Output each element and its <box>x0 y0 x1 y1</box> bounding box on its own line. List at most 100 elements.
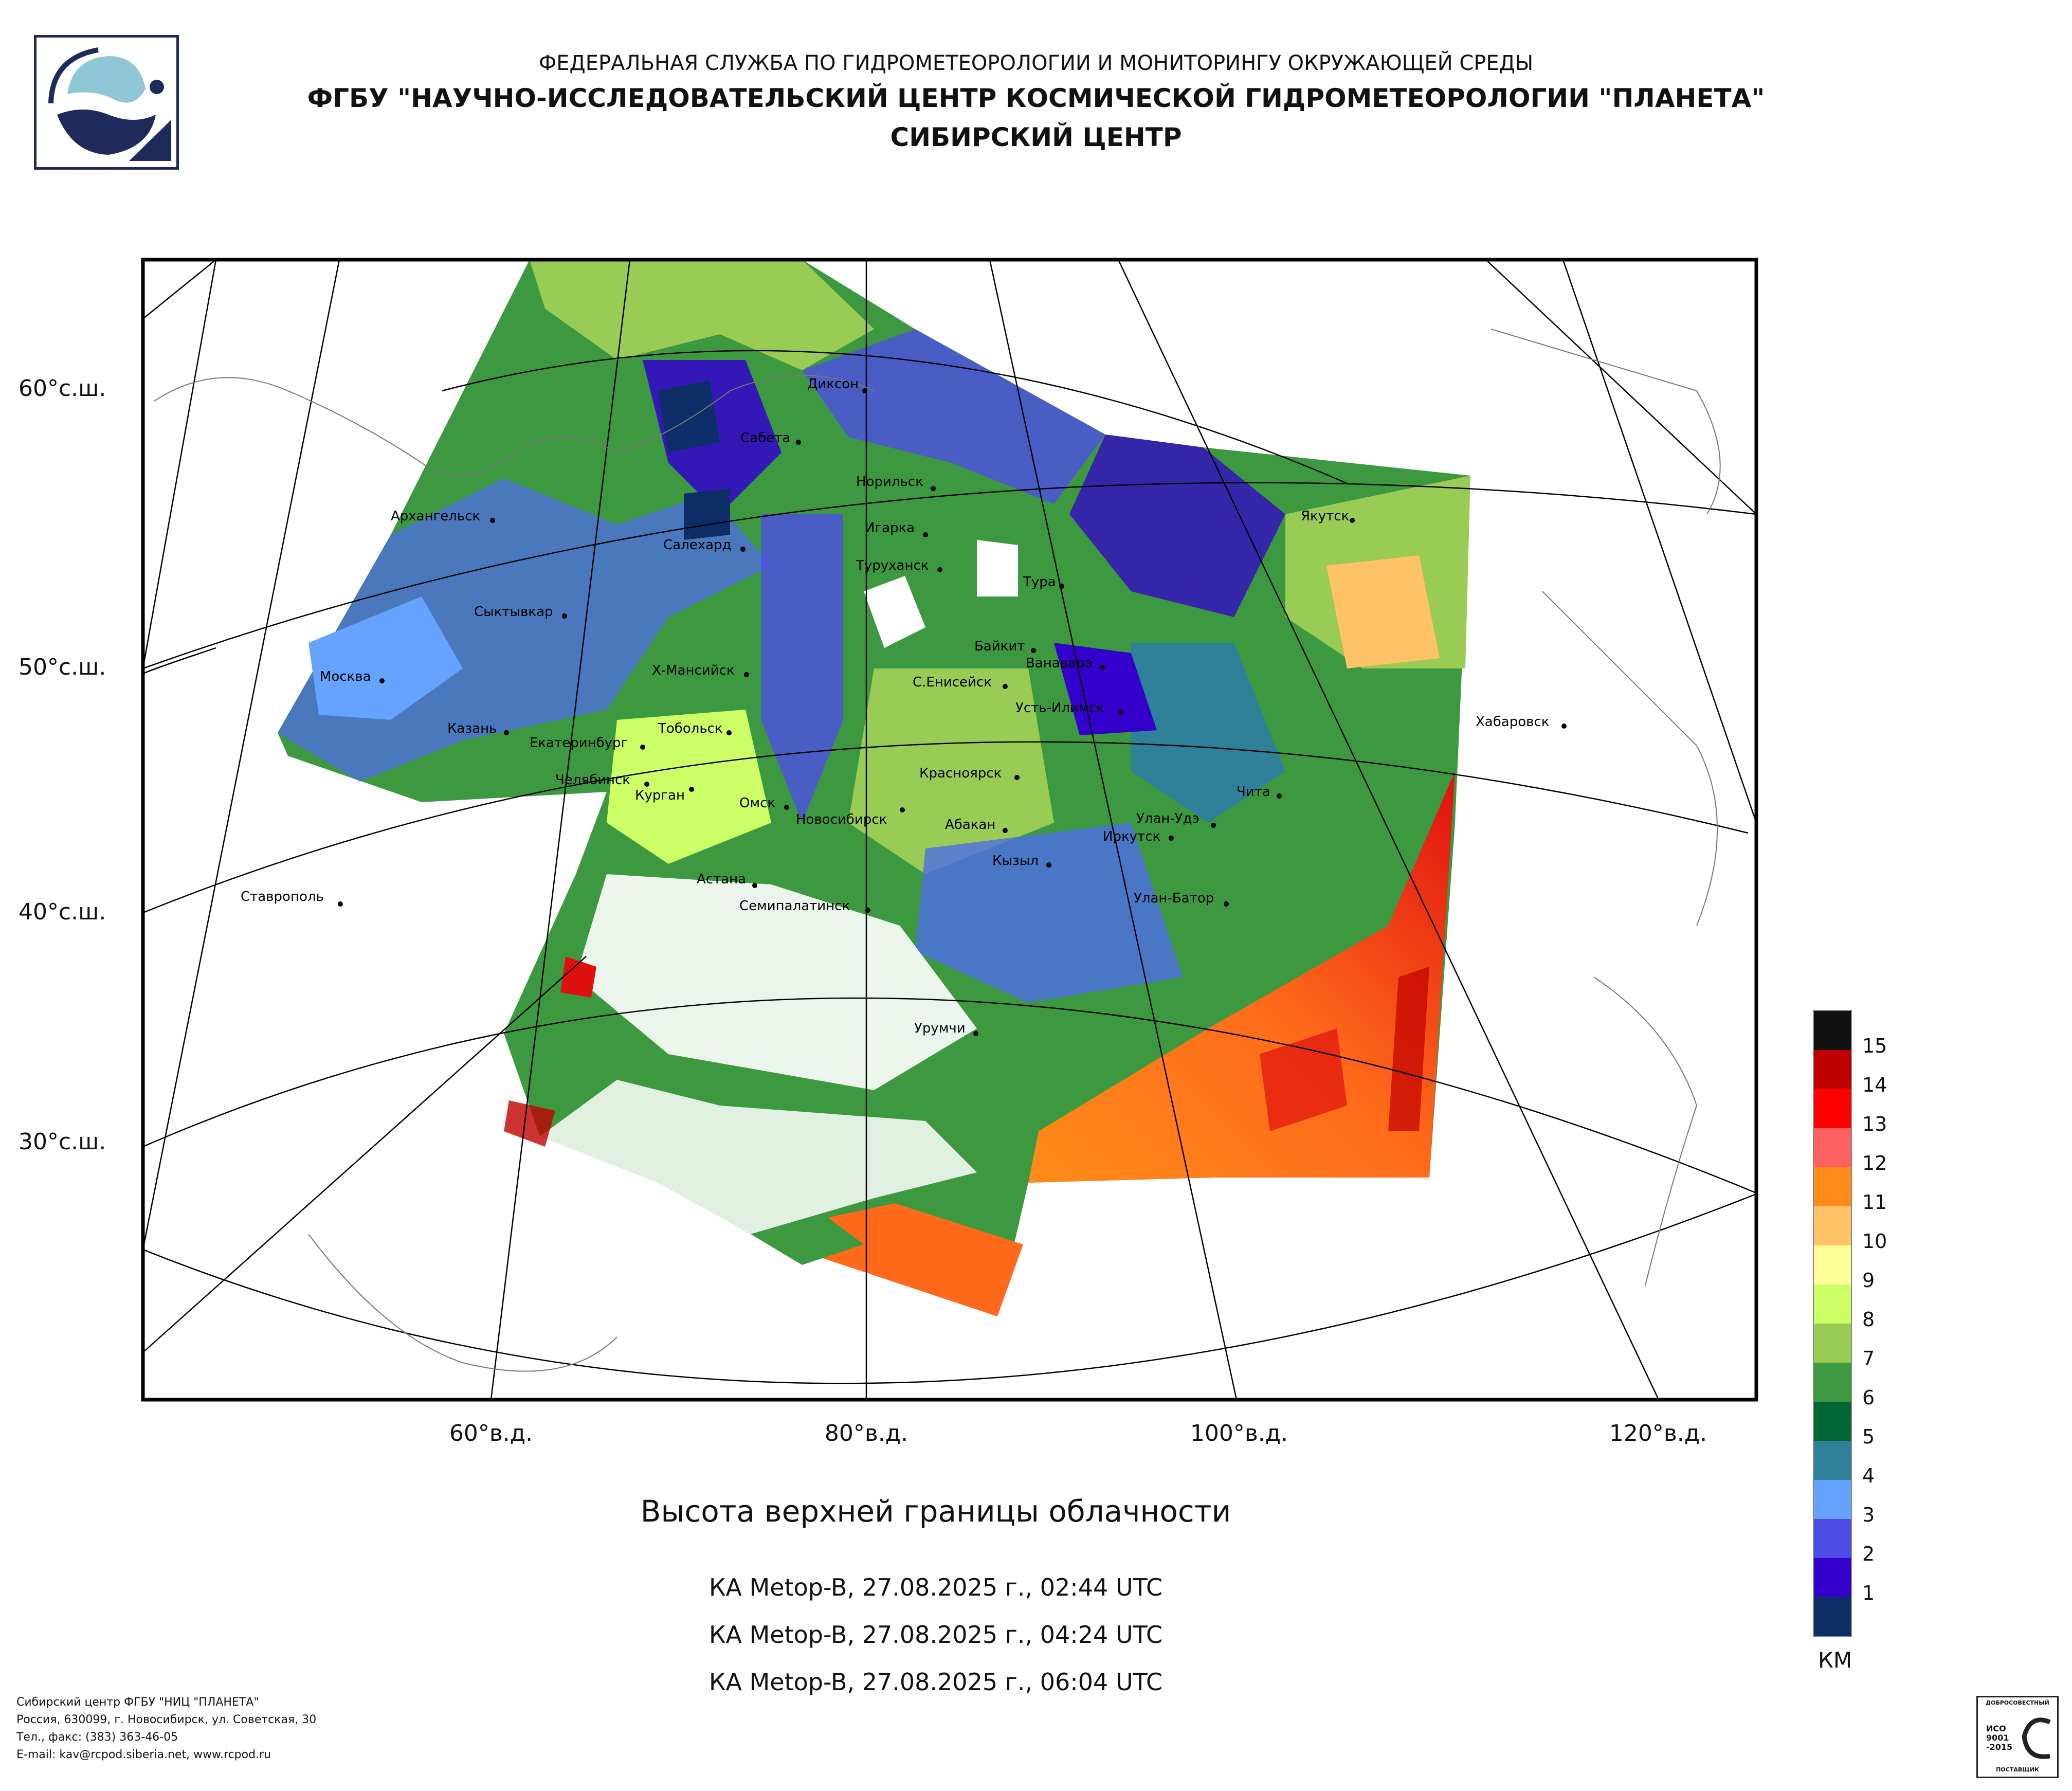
city-novosibirsk: Новосибирск <box>796 807 905 827</box>
city-semipalatinsk: Семипалатинск <box>739 898 870 914</box>
legend-value: 1 <box>1862 1582 1875 1604</box>
pass-1: КА Metop-B, 27.08.2025 г., 02:44 UTC <box>708 1573 1163 1601</box>
footer-line-1: Сибирский центр ФГБУ "НИЦ "ПЛАНЕТА" <box>16 1696 259 1709</box>
svg-text:Тура: Тура <box>1023 574 1056 590</box>
city-stavropol: Ставрополь <box>241 889 343 907</box>
city-syktyvkar: Сыктывкар <box>474 604 567 620</box>
legend-swatch <box>1813 1128 1852 1167</box>
city-chita: Чита <box>1237 784 1282 800</box>
city-turukhansk: Туруханск <box>856 558 942 573</box>
lon-label-120: 120°в.д. <box>1609 1420 1707 1446</box>
lon-label-100: 100°в.д. <box>1190 1420 1288 1446</box>
svg-text:Семипалатинск: Семипалатинск <box>739 898 850 914</box>
planeta-logo <box>34 35 179 170</box>
iso-certificate-badge: ДОБРОСОВЕСТНЫЙ ИСО 9001 -2015 ПОСТАВЩИК <box>1976 1696 2059 1778</box>
map-title: Высота верхней границы облачности <box>640 1494 1231 1529</box>
footer-line-2: Россия, 630099, г. Новосибирск, ул. Сове… <box>16 1713 317 1726</box>
city-krasnoyarsk: Красноярск <box>919 766 1020 781</box>
city-tura: Тура <box>1023 574 1064 590</box>
legend-swatch <box>1813 1597 1852 1637</box>
lat-label-60: 60°с.ш. <box>19 375 106 402</box>
legend-swatch <box>1813 1245 1852 1285</box>
legend-swatch <box>1813 1441 1852 1480</box>
svg-text:Новосибирск: Новосибирск <box>796 812 887 827</box>
header-agency: ФЕДЕРАЛЬНАЯ СЛУЖБА ПО ГИДРОМЕТЕОРОЛОГИИ … <box>538 51 1534 75</box>
city-tobolsk: Тобольск <box>658 721 732 736</box>
footer-line-4: E-mail: kav@rcpod.siberia.net, www.rcpod… <box>16 1748 271 1761</box>
cert-c-icon <box>2022 1717 2051 1759</box>
city-kyzyl: Кызыл <box>992 853 1051 869</box>
svg-text:Иркутск: Иркутск <box>1103 829 1160 844</box>
svg-text:Москва: Москва <box>320 669 371 684</box>
lat-label-30: 30°с.ш. <box>19 1129 106 1155</box>
city-dikson: Диксон <box>807 376 867 393</box>
svg-text:Улан-Батор: Улан-Батор <box>1134 891 1214 906</box>
city-ulan-bator: Улан-Батор <box>1134 891 1229 907</box>
svg-text:Байкит: Байкит <box>974 639 1025 654</box>
svg-text:Абакан: Абакан <box>945 817 995 833</box>
city-vanavara: Ванавара <box>1026 656 1105 671</box>
svg-text:Екатеринбург: Екатеринбург <box>530 735 628 751</box>
svg-text:Якутск: Якутск <box>1301 509 1349 524</box>
legend-value: 13 <box>1862 1113 1887 1135</box>
city-salekhard: Салехард <box>663 537 746 553</box>
legend-swatch <box>1813 1402 1852 1441</box>
svg-text:Курган: Курган <box>635 788 685 803</box>
map-frame <box>141 258 1758 1402</box>
legend-swatch <box>1813 1324 1852 1363</box>
legend-swatch <box>1813 1480 1852 1519</box>
city-sabeta: Сабета <box>740 430 801 446</box>
legend-swatch <box>1813 1519 1852 1558</box>
city-norilsk: Норильск <box>856 474 936 491</box>
svg-text:Хабаровск: Хабаровск <box>1476 714 1549 730</box>
city-ust-ilimsk: Усть-Илимск <box>1015 700 1123 716</box>
svg-text:Диксон: Диксон <box>807 376 859 392</box>
city-urumchi: Урумчи <box>914 1021 978 1036</box>
legend-value: 6 <box>1862 1386 1875 1409</box>
lat-label-40: 40°с.ш. <box>19 899 106 925</box>
city-omsk: Омск <box>739 795 789 811</box>
graticule <box>143 260 1756 1400</box>
city-baykit: Байкит <box>974 639 1036 654</box>
svg-text:Кызыл: Кызыл <box>992 853 1039 869</box>
city-igarka: Игарка <box>865 520 928 537</box>
legend-swatch <box>1813 1558 1852 1597</box>
city-irkutsk: Иркутск <box>1103 829 1174 844</box>
svg-text:Архангельск: Архангельск <box>391 509 480 524</box>
legend-swatch <box>1813 1285 1852 1324</box>
legend-swatch <box>1813 1010 1852 1050</box>
legend-value: 15 <box>1862 1035 1887 1057</box>
lon-label-80: 80°в.д. <box>824 1420 908 1446</box>
pass-2: КА Metop-B, 27.08.2025 г., 04:24 UTC <box>708 1621 1163 1649</box>
city-chelyabinsk: Челябинск <box>555 772 649 788</box>
svg-text:Астана: Астана <box>697 872 746 887</box>
city-kurgan: Курган <box>635 787 694 803</box>
svg-text:Игарка: Игарка <box>865 520 915 536</box>
legend-value: 4 <box>1862 1464 1875 1487</box>
pass-3: КА Metop-B, 27.08.2025 г., 06:04 UTC <box>708 1668 1163 1696</box>
svg-text:Ставрополь: Ставрополь <box>241 889 324 904</box>
legend-value: 5 <box>1862 1425 1875 1448</box>
height-legend: 15 14 13 12 11 10 9 8 7 6 5 4 3 2 1 <box>1813 1010 1887 1637</box>
legend-value: 14 <box>1862 1074 1887 1096</box>
legend-value: 3 <box>1862 1504 1875 1526</box>
svg-text:Усть-Илимск: Усть-Илимск <box>1015 700 1104 716</box>
svg-text:Норильск: Норильск <box>856 474 923 490</box>
lat-label-50: 50°с.ш. <box>19 654 106 680</box>
header-center: СИБИРСКИЙ ЦЕНТР <box>890 122 1182 152</box>
legend-swatch <box>1813 1050 1852 1089</box>
svg-text:Х-Мансийск: Х-Мансийск <box>652 663 735 678</box>
city-astana: Астана <box>697 872 757 888</box>
legend-value: 8 <box>1862 1308 1875 1331</box>
city-kazan: Казань <box>447 721 509 736</box>
svg-text:Тобольск: Тобольск <box>658 721 723 736</box>
legend-value: 10 <box>1862 1230 1887 1253</box>
legend-value: 2 <box>1862 1543 1875 1565</box>
legend-swatch <box>1813 1167 1852 1206</box>
city-moskva: Москва <box>320 669 385 684</box>
svg-text:Туруханск: Туруханск <box>856 558 929 573</box>
city-s-eniseysk: С.Енисейск <box>913 675 1008 690</box>
cert-bottom-text: ПОСТАВЩИК <box>1996 1766 2039 1773</box>
city-arkhangelsk: Архангельск <box>391 509 495 524</box>
